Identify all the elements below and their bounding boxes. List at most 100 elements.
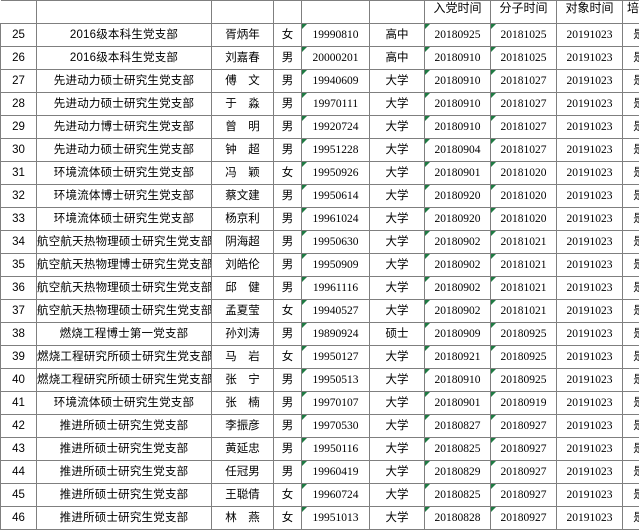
cell-name[interactable]: 刘皓伦 [212, 254, 274, 277]
cell-sex[interactable]: 女 [274, 484, 302, 507]
cell-branch[interactable]: 燃烧工程研究所硕士研究生党支部 [37, 346, 212, 369]
column-header-name[interactable] [212, 1, 274, 24]
cell-trained-flag[interactable]: 是 [623, 162, 639, 185]
row-number[interactable]: 43 [1, 438, 37, 461]
cell-prospect-date[interactable]: 20191023 [557, 185, 623, 208]
row-number[interactable]: 40 [1, 369, 37, 392]
cell-apply-date[interactable]: 20180910 [425, 70, 491, 93]
row-number[interactable]: 30 [1, 139, 37, 162]
cell-apply-date[interactable]: 20180910 [425, 369, 491, 392]
cell-birth-date[interactable]: 19920724 [302, 116, 370, 139]
cell-sex[interactable]: 男 [274, 415, 302, 438]
cell-birth-date[interactable]: 19950513 [302, 369, 370, 392]
cell-apply-date[interactable]: 20180901 [425, 162, 491, 185]
row-number[interactable]: 36 [1, 277, 37, 300]
cell-trained-flag[interactable]: 是 [623, 369, 639, 392]
column-header-education[interactable] [370, 1, 425, 24]
spreadsheet-sheet[interactable]: 入党时间分子时间对象时间培训考查252016级本科生党支部胥炳年女1999081… [0, 0, 639, 410]
cell-prospect-date[interactable]: 20191023 [557, 208, 623, 231]
row-number[interactable]: 42 [1, 415, 37, 438]
row-number[interactable]: 26 [1, 47, 37, 70]
cell-prospect-date[interactable]: 20191023 [557, 415, 623, 438]
cell-branch[interactable]: 航空航天热物理硕士研究生党支部 [37, 231, 212, 254]
cell-branch[interactable]: 推进所硕士研究生党支部 [37, 507, 212, 530]
cell-education[interactable]: 大学 [370, 185, 425, 208]
cell-birth-date[interactable]: 19950614 [302, 185, 370, 208]
cell-name[interactable]: 任冠男 [212, 461, 274, 484]
cell-name[interactable]: 曾 明 [212, 116, 274, 139]
cell-apply-date[interactable]: 20180827 [425, 415, 491, 438]
cell-education[interactable]: 大学 [370, 300, 425, 323]
cell-sex[interactable]: 男 [274, 185, 302, 208]
cell-birth-date[interactable]: 19961116 [302, 277, 370, 300]
cell-activist-date[interactable]: 20181021 [491, 231, 557, 254]
cell-education[interactable]: 大学 [370, 484, 425, 507]
column-header-activist_date[interactable]: 分子时间 [491, 1, 557, 24]
cell-prospect-date[interactable]: 20191023 [557, 162, 623, 185]
cell-sex[interactable]: 女 [274, 162, 302, 185]
cell-prospect-date[interactable]: 20191023 [557, 392, 623, 415]
cell-education[interactable]: 大学 [370, 415, 425, 438]
cell-sex[interactable]: 女 [274, 507, 302, 530]
cell-activist-date[interactable]: 20181021 [491, 254, 557, 277]
cell-apply-date[interactable]: 20180825 [425, 484, 491, 507]
cell-name[interactable]: 邱 健 [212, 277, 274, 300]
cell-branch[interactable]: 燃烧工程博士第一党支部 [37, 323, 212, 346]
row-number[interactable]: 25 [1, 24, 37, 47]
cell-prospect-date[interactable]: 20191023 [557, 47, 623, 70]
cell-education[interactable]: 大学 [370, 70, 425, 93]
cell-education[interactable]: 大学 [370, 231, 425, 254]
cell-education[interactable]: 大学 [370, 93, 425, 116]
cell-trained-flag[interactable]: 是 [623, 392, 639, 415]
row-number[interactable]: 45 [1, 484, 37, 507]
cell-name[interactable]: 张 宁 [212, 369, 274, 392]
cell-name[interactable]: 胥炳年 [212, 24, 274, 47]
cell-activist-date[interactable]: 20181020 [491, 185, 557, 208]
cell-trained-flag[interactable]: 是 [623, 70, 639, 93]
cell-prospect-date[interactable]: 20191023 [557, 484, 623, 507]
row-number[interactable]: 41 [1, 392, 37, 415]
cell-branch[interactable]: 推进所硕士研究生党支部 [37, 461, 212, 484]
cell-branch[interactable]: 环境流体硕士研究生党支部 [37, 162, 212, 185]
cell-birth-date[interactable]: 19950127 [302, 346, 370, 369]
cell-sex[interactable]: 男 [274, 369, 302, 392]
cell-name[interactable]: 王聪倩 [212, 484, 274, 507]
cell-name[interactable]: 钟 超 [212, 139, 274, 162]
cell-name[interactable]: 黄延忠 [212, 438, 274, 461]
cell-sex[interactable]: 女 [274, 346, 302, 369]
cell-apply-date[interactable]: 20180910 [425, 47, 491, 70]
cell-sex[interactable]: 男 [274, 47, 302, 70]
cell-education[interactable]: 大学 [370, 116, 425, 139]
cell-prospect-date[interactable]: 20191023 [557, 438, 623, 461]
cell-education[interactable]: 大学 [370, 507, 425, 530]
cell-activist-date[interactable]: 20181027 [491, 116, 557, 139]
cell-trained-flag[interactable]: 是 [623, 93, 639, 116]
cell-apply-date[interactable]: 20180925 [425, 24, 491, 47]
cell-name[interactable]: 李振彦 [212, 415, 274, 438]
cell-education[interactable]: 大学 [370, 461, 425, 484]
cell-sex[interactable]: 男 [274, 231, 302, 254]
cell-education[interactable]: 硕士 [370, 323, 425, 346]
cell-sex[interactable]: 男 [274, 93, 302, 116]
cell-apply-date[interactable]: 20180920 [425, 185, 491, 208]
cell-apply-date[interactable]: 20180904 [425, 139, 491, 162]
cell-prospect-date[interactable]: 20191023 [557, 70, 623, 93]
cell-education[interactable]: 高中 [370, 24, 425, 47]
row-number[interactable]: 37 [1, 300, 37, 323]
cell-branch[interactable]: 航空航天热物理博士研究生党支部 [37, 254, 212, 277]
cell-branch[interactable]: 环境流体硕士研究生党支部 [37, 208, 212, 231]
cell-activist-date[interactable]: 20180925 [491, 323, 557, 346]
cell-trained-flag[interactable]: 是 [623, 415, 639, 438]
cell-apply-date[interactable]: 20180910 [425, 93, 491, 116]
cell-name[interactable]: 孟夏莹 [212, 300, 274, 323]
cell-sex[interactable]: 男 [274, 254, 302, 277]
